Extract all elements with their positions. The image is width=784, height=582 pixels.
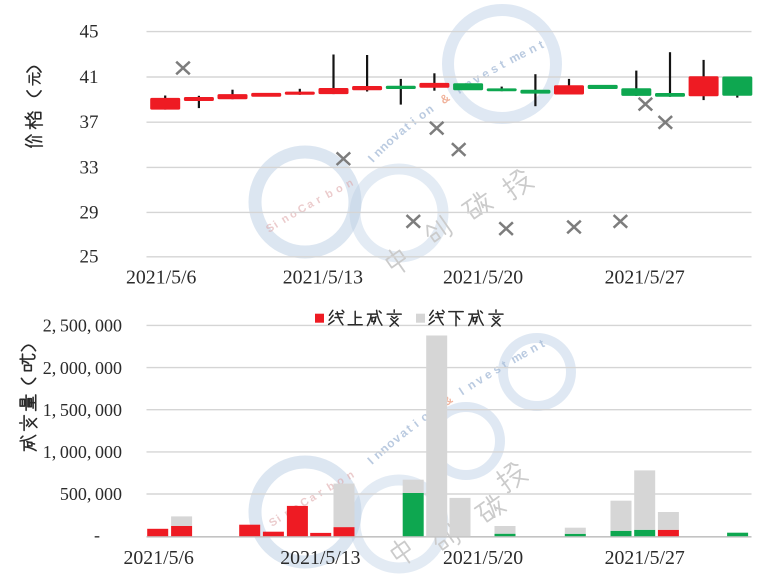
svg-text:t: t — [403, 422, 415, 436]
svg-text:-: - — [94, 525, 100, 545]
svg-text:2021/5/13: 2021/5/13 — [280, 547, 360, 569]
svg-text:t: t — [537, 336, 547, 350]
svg-text:t: t — [536, 37, 546, 51]
svg-text:I: I — [365, 455, 377, 468]
svg-text:r: r — [314, 193, 324, 206]
svg-text:37: 37 — [80, 112, 99, 133]
svg-text:2021/5/6: 2021/5/6 — [126, 266, 196, 288]
svg-text:i: i — [271, 219, 280, 231]
svg-text:2021/5/20: 2021/5/20 — [443, 547, 523, 569]
svg-text:1, 500, 000: 1, 500, 000 — [43, 400, 122, 420]
svg-text:45: 45 — [80, 22, 99, 43]
svg-text:t: t — [499, 358, 510, 372]
svg-text:41: 41 — [80, 67, 99, 88]
svg-text:o: o — [334, 182, 346, 196]
svg-text:29: 29 — [80, 202, 99, 223]
svg-text:b: b — [324, 187, 336, 201]
svg-text:I: I — [456, 385, 466, 399]
svg-text:i: i — [274, 513, 283, 525]
svg-text:t: t — [497, 57, 507, 71]
svg-text:2021/5/27: 2021/5/27 — [605, 547, 685, 569]
svg-text:t: t — [401, 120, 413, 133]
svg-text:i: i — [408, 115, 419, 128]
svg-text:a: a — [305, 197, 317, 211]
svg-text:2, 000, 000: 2, 000, 000 — [43, 358, 122, 378]
svg-text:1, 000, 000: 1, 000, 000 — [43, 442, 122, 462]
svg-text:25: 25 — [80, 247, 99, 268]
svg-text:r: r — [316, 487, 326, 500]
svg-text:2021/5/13: 2021/5/13 — [283, 266, 363, 288]
svg-text:2021/5/6: 2021/5/6 — [124, 547, 194, 569]
svg-text:i: i — [410, 417, 421, 430]
svg-text:2021/5/20: 2021/5/20 — [443, 266, 523, 288]
svg-text:500, 000: 500, 000 — [60, 484, 122, 504]
svg-text:33: 33 — [80, 157, 99, 178]
svg-text:2, 500, 000: 2, 500, 000 — [43, 316, 122, 336]
svg-text:n: n — [344, 177, 356, 191]
svg-text:2021/5/27: 2021/5/27 — [605, 266, 685, 288]
